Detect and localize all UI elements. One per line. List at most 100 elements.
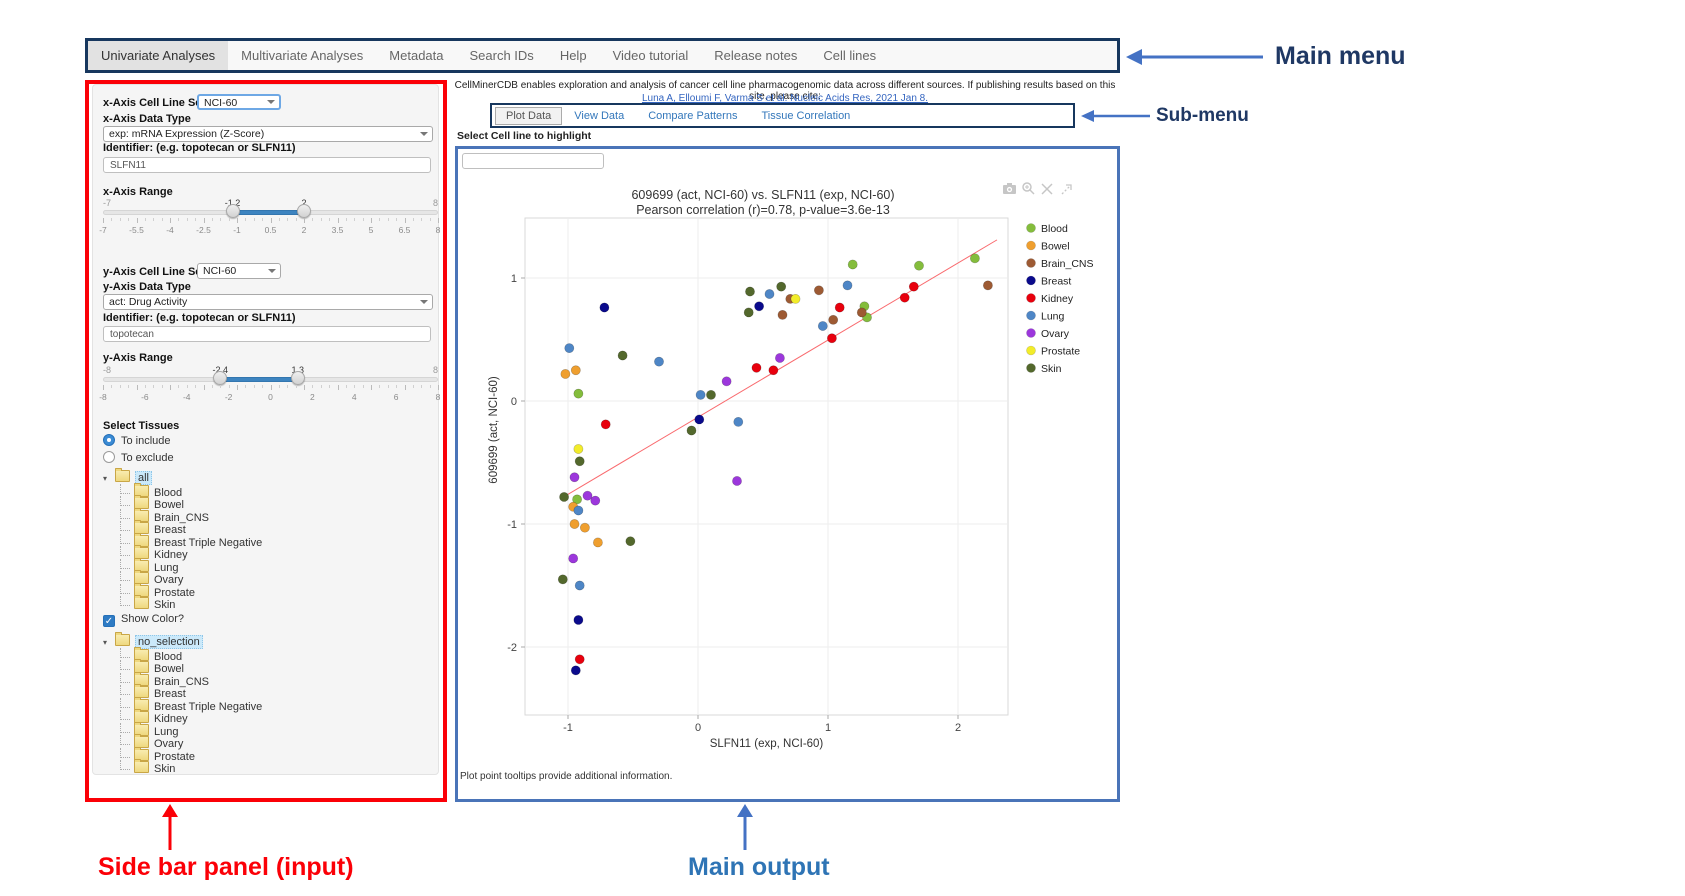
menu-item-release-notes[interactable]: Release notes xyxy=(714,48,798,63)
legend-swatch xyxy=(1026,363,1036,373)
legend-label: Prostate xyxy=(1041,346,1080,358)
x-identifier-input[interactable] xyxy=(103,157,431,173)
tree-root-all[interactable]: ▾ all xyxy=(103,468,153,485)
radio-icon[interactable] xyxy=(103,434,115,446)
tree-item-brain-cns[interactable]: Brain_CNS xyxy=(110,507,209,524)
tree-item-prostate[interactable]: Prostate xyxy=(110,746,195,763)
slider-handle-to[interactable] xyxy=(290,371,305,385)
radio-icon[interactable] xyxy=(103,451,115,463)
main-menu-bar: Univariate Analyses Multivariate Analyses… xyxy=(85,38,1120,73)
x-range-slider[interactable]: -7 8 -1.2 2 -7 -5.5 -4 -2.5 -1 0.5 2 3.5 5 6.5 8 xyxy=(99,198,440,235)
data-point-skin xyxy=(617,350,628,361)
tab-view-data[interactable]: View Data xyxy=(574,109,625,122)
tree-item-bowel[interactable]: Bowel xyxy=(110,659,184,675)
data-point-skin xyxy=(686,425,697,436)
menu-item-search-ids[interactable]: Search IDs xyxy=(469,48,534,63)
folder-icon xyxy=(134,746,149,761)
tree-item-label: Skin xyxy=(154,599,176,612)
x-axis-title: SLFN11 (exp, NCI-60) xyxy=(710,738,824,750)
data-point-skin xyxy=(706,389,716,400)
slider-tick xyxy=(438,218,439,223)
tree-item-ovary[interactable]: Ovary xyxy=(110,570,183,586)
y-tick-label: 1 xyxy=(511,273,517,285)
main-output-arrow xyxy=(737,804,753,850)
tree-item-blood[interactable]: Blood xyxy=(110,483,182,499)
tree-connector xyxy=(120,571,130,582)
tree-item-breast[interactable]: Breast xyxy=(110,520,186,536)
legend-item-skin[interactable]: Skin xyxy=(1026,363,1062,375)
tree-item-kidney[interactable]: Kidney xyxy=(110,545,188,561)
checkbox-checked-icon[interactable] xyxy=(103,615,115,627)
tree-item-breast-triple-negative[interactable]: Breast Triple Negative xyxy=(110,696,262,713)
tree-item-lung[interactable]: Lung xyxy=(110,721,178,738)
slider-tick xyxy=(362,218,364,221)
legend-item-kidney[interactable]: Kidney xyxy=(1026,293,1074,305)
slider-handle-from[interactable] xyxy=(213,371,228,385)
y-data-type-select[interactable]: act: Drug Activity xyxy=(103,294,433,310)
y-range-slider[interactable]: -8 8 -2.4 1.3 -8 -6 -4 -2 0 2 4 6 8 xyxy=(99,365,440,402)
tree-item-brain-cns[interactable]: Brain_CNS xyxy=(110,671,209,688)
tree-item-blood[interactable]: Blood xyxy=(110,647,182,663)
tree-item-kidney[interactable]: Kidney xyxy=(110,709,188,725)
menu-item-cell-lines[interactable]: Cell lines xyxy=(823,48,877,63)
y-identifier-input[interactable] xyxy=(103,326,431,342)
citation-link[interactable]: Luna A, Elloumi F, Varma S et al. Nuclei… xyxy=(641,93,929,104)
legend-item-bowel[interactable]: Bowel xyxy=(1026,241,1070,253)
zoom-in-icon[interactable] xyxy=(1022,182,1035,195)
slider-selected-range[interactable] xyxy=(232,210,304,215)
menu-item-video-tutorial[interactable]: Video tutorial xyxy=(612,48,689,63)
x-cell-line-set-select[interactable]: NCI-60 xyxy=(197,94,281,110)
highlight-cell-line-input[interactable] xyxy=(462,153,604,169)
y-cell-line-set-select[interactable]: NCI-60 xyxy=(197,263,281,279)
menu-item-help[interactable]: Help xyxy=(559,48,587,63)
tree-item-breast[interactable]: Breast xyxy=(110,684,186,700)
tissue-radio-to-exclude[interactable]: To exclude xyxy=(103,451,174,464)
tree-item-bowel[interactable]: Bowel xyxy=(110,495,184,511)
menu-item-metadata[interactable]: Metadata xyxy=(389,48,444,63)
legend-item-blood[interactable]: Blood xyxy=(1026,223,1069,235)
slider-tick-label: -8 xyxy=(99,392,107,402)
legend-item-breast[interactable]: Breast xyxy=(1026,276,1072,288)
slider-tick xyxy=(136,385,138,390)
tree-item-ovary[interactable]: Ovary xyxy=(110,734,183,750)
tissue-radio-to-include[interactable]: To include xyxy=(103,434,171,447)
legend-item-lung[interactable]: Lung xyxy=(1026,311,1065,323)
tree-connector xyxy=(120,735,130,746)
tree-expand-icon[interactable]: ▾ xyxy=(103,638,108,647)
tree-connector xyxy=(120,558,130,569)
data-point-blood xyxy=(847,259,858,270)
folder-icon xyxy=(115,632,130,646)
slider-tick xyxy=(337,385,339,390)
slider-handle-from[interactable] xyxy=(225,204,240,218)
menu-item-univariate-analyses[interactable]: Univariate Analyses xyxy=(88,41,229,70)
slider-tick-label: -2.5 xyxy=(196,225,211,235)
slider-selected-range[interactable] xyxy=(220,377,298,382)
tree-expand-icon[interactable]: ▾ xyxy=(103,474,108,483)
legend-item-ovary[interactable]: Ovary xyxy=(1026,328,1070,340)
data-point-blood xyxy=(970,253,980,264)
tree-item-skin[interactable]: Skin xyxy=(110,759,175,775)
legend-item-prostate[interactable]: Prostate xyxy=(1026,346,1081,358)
tab-plot-data[interactable]: Plot Data xyxy=(495,106,563,125)
tab-compare-patterns[interactable]: Compare Patterns xyxy=(648,109,738,122)
show-color-checkbox-row[interactable]: Show Color? xyxy=(103,613,184,627)
data-point-brain-cns xyxy=(983,280,993,291)
legend-item-brain-cns[interactable]: Brain_CNS xyxy=(1026,258,1094,270)
tree-item-skin[interactable]: Skin xyxy=(110,595,176,612)
slider-tick xyxy=(220,218,222,221)
tree-root-no-selection[interactable]: ▾ no_selection xyxy=(103,632,203,649)
camera-icon[interactable] xyxy=(1003,183,1016,194)
menu-item-multivariate-analyses[interactable]: Multivariate Analyses xyxy=(241,48,364,63)
tree-item-breast-triple-negative[interactable]: Breast Triple Negative xyxy=(110,532,262,549)
close-icon[interactable] xyxy=(1041,183,1053,195)
tree-connector xyxy=(120,546,130,557)
tab-tissue-correlation[interactable]: Tissue Correlation xyxy=(761,109,851,122)
plot-footer-note: Plot point tooltips provide additional i… xyxy=(460,771,673,782)
tree-item-lung[interactable]: Lung xyxy=(110,557,178,574)
data-point-bowel xyxy=(560,369,571,379)
data-point-skin xyxy=(743,307,754,318)
drag-icon[interactable] xyxy=(1061,184,1072,195)
slider-handle-to[interactable] xyxy=(297,204,311,218)
tree-item-prostate[interactable]: Prostate xyxy=(110,582,195,599)
x-data-type-select[interactable]: exp: mRNA Expression (Z-Score) xyxy=(103,126,433,142)
